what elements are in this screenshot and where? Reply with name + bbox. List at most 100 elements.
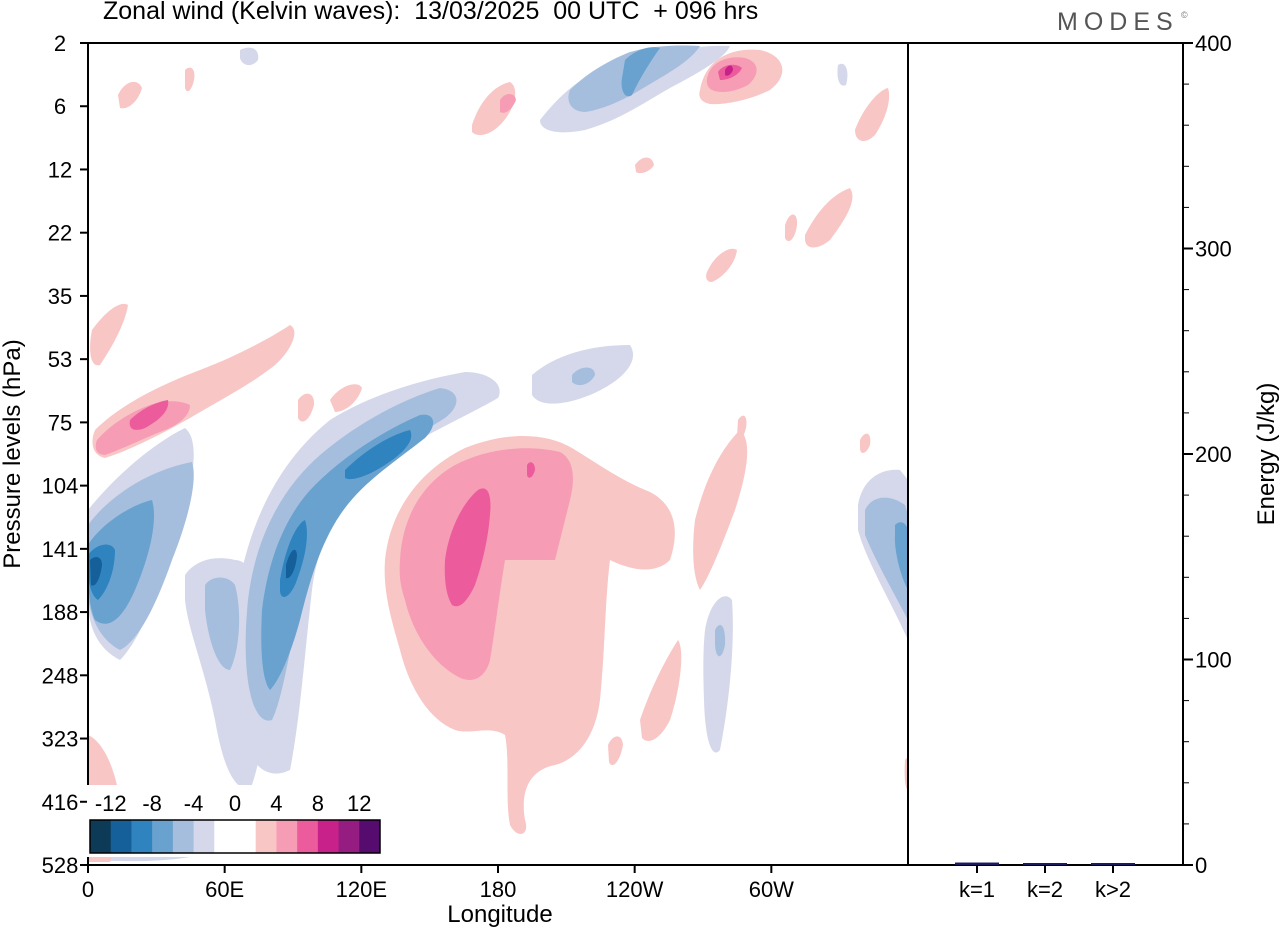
contour-neg-moderate — [205, 577, 240, 670]
contour-pos-weak — [805, 188, 853, 248]
y-tick-label: 528 — [42, 853, 79, 878]
colorbar-swatch — [359, 820, 381, 853]
colorbar-label: -4 — [184, 791, 204, 816]
colorbar-swatch — [297, 820, 319, 853]
y-tick-label: 2 — [54, 31, 66, 56]
x-tick-label: 60W — [749, 877, 794, 902]
y-tick-label: 188 — [42, 600, 79, 625]
colorbar-swatch — [90, 820, 112, 853]
energy-tick-label: 100 — [1195, 648, 1232, 673]
y-tick-label: 12 — [48, 157, 72, 182]
contour-pos-strong — [444, 488, 491, 607]
colorbar-label: -12 — [95, 791, 127, 816]
contour-neg-weak — [837, 63, 848, 86]
contour-pos-weak — [608, 736, 623, 766]
colorbar-swatch — [276, 820, 298, 853]
y-tick-label: 141 — [42, 537, 79, 562]
y-tick-label: 35 — [48, 284, 72, 309]
y-tick-label: 416 — [42, 790, 79, 815]
contour-pos-weak — [298, 393, 315, 422]
contour-neg-extreme — [286, 549, 297, 579]
colorbar-swatch — [110, 820, 132, 853]
contour-neg-moderate — [715, 625, 726, 657]
contour-pos-weak — [472, 82, 516, 136]
contour-pos-weak — [855, 88, 890, 142]
contour-neg-strong — [894, 522, 908, 590]
contour-pos-strong — [527, 462, 535, 478]
contour-neg-weak — [233, 372, 500, 774]
colorbar-swatch — [235, 820, 257, 853]
contour-neg-strong — [88, 500, 155, 624]
contour-pos-weak — [90, 303, 128, 366]
energy-tick-label: 0 — [1195, 853, 1207, 878]
y-axis-label: Pressure levels (hPa) — [0, 339, 26, 568]
contour-neg-weak — [703, 596, 733, 753]
longitude-axis: 0 60E 120E 180 120W 60W — [82, 865, 794, 902]
colorbar-swatch — [193, 820, 215, 853]
energy-category-label: k>2 — [1095, 877, 1131, 902]
contour-pos-weak — [706, 248, 737, 282]
contour-pos-weak — [693, 430, 748, 590]
contour-pos-extreme — [725, 65, 733, 76]
contour-pos-weak — [635, 157, 654, 174]
contour-pos-weak — [330, 384, 362, 412]
energy-category-label: k=2 — [1027, 877, 1063, 902]
colorbar-legend: -12 -8 -4 0 4 8 12 — [87, 785, 383, 857]
contour-pos-moderate — [500, 94, 516, 113]
contour-pos-weak — [118, 81, 142, 109]
x-tick-label: 60E — [205, 877, 244, 902]
wind-contour-field — [88, 45, 908, 862]
colorbar-swatch — [172, 820, 195, 853]
energy-bar — [1091, 863, 1135, 865]
colorbar-label: 0 — [229, 791, 241, 816]
colorbar-label: 8 — [312, 791, 324, 816]
energy-tick-label: 300 — [1195, 237, 1232, 262]
pressure-axis: 2 6 12 22 35 53 75 104 141 188 248 323 416 528 — [42, 31, 88, 878]
y-tick-label: 6 — [54, 94, 66, 119]
chart-title: Zonal wind (Kelvin waves): 13/03/2025 00… — [103, 0, 759, 25]
colorbar-frame — [89, 819, 381, 854]
energy-tick-label: 200 — [1195, 442, 1232, 467]
x-tick-label: 180 — [480, 877, 517, 902]
contour-pos-weak — [185, 67, 195, 92]
y-tick-label: 53 — [48, 347, 72, 372]
contour-neg-verystrong — [345, 430, 412, 480]
contour-pos-weak — [785, 214, 798, 242]
energy-bar — [1023, 863, 1067, 865]
colorbar-label: -8 — [142, 791, 162, 816]
contour-neg-extreme — [90, 557, 102, 586]
contour-neg-strong — [621, 47, 660, 97]
colorbar-swatch — [152, 820, 174, 853]
y-tick-label: 323 — [42, 727, 79, 752]
energy-bars: k=1 k=2 k>2 — [955, 862, 1135, 902]
energy-category-label: k=1 — [959, 877, 995, 902]
contour-neg-weak — [240, 47, 259, 66]
contour-pos-moderate — [399, 448, 573, 680]
contour-neg-moderate — [572, 367, 595, 386]
y-tick-label: 104 — [42, 474, 79, 499]
contour-pos-weak — [737, 415, 747, 441]
contour-pos-strong — [129, 400, 169, 430]
colorbar-swatch — [131, 820, 153, 853]
energy-bar — [955, 862, 999, 865]
y-tick-label: 22 — [48, 221, 72, 246]
colorbar-swatch — [317, 820, 340, 853]
colorbar-label: 12 — [347, 791, 371, 816]
x-tick-label: 120E — [336, 877, 387, 902]
y-tick-label: 75 — [48, 410, 72, 435]
x-axis-label: Longitude — [447, 901, 552, 928]
brand-logo: MODES — [1057, 8, 1179, 36]
energy-axis: 0 100 200 300 400 — [1183, 31, 1232, 878]
energy-tick-label: 400 — [1195, 31, 1232, 56]
x-tick-label: 120W — [606, 877, 664, 902]
colorbar-swatch — [338, 820, 360, 853]
contour-pos-weak — [640, 640, 682, 741]
colorbar-swatch — [255, 820, 277, 853]
contour-pos-weak — [860, 433, 871, 453]
colorbar-swatch — [214, 820, 236, 853]
colorbar-label: 4 — [270, 791, 282, 816]
energy-axis-label: Energy (J/kg) — [1253, 383, 1280, 526]
y-tick-label: 248 — [42, 663, 79, 688]
brand-copyright-mark: © — [1181, 10, 1188, 20]
